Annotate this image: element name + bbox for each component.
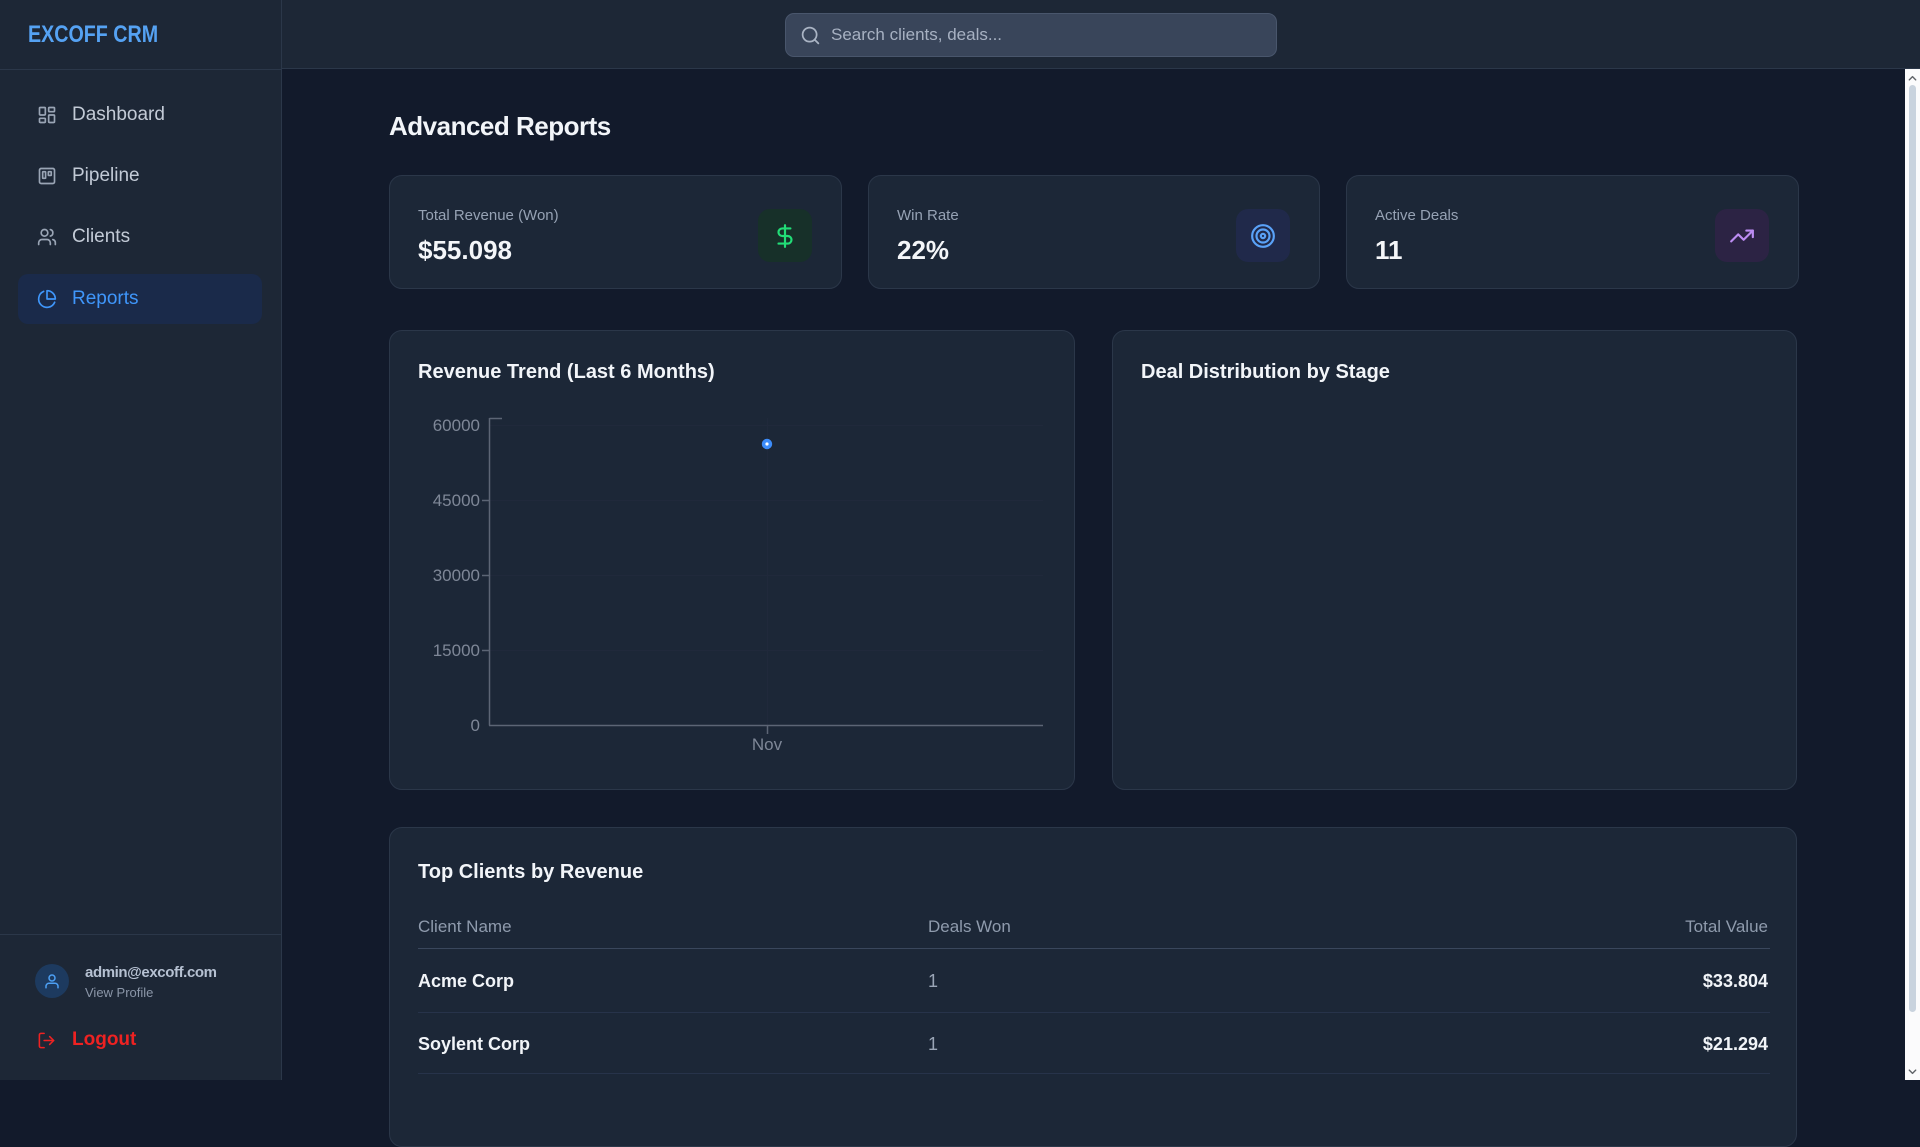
svg-text:45000: 45000 (433, 491, 480, 510)
svg-text:0: 0 (471, 716, 480, 735)
svg-text:60000: 60000 (433, 416, 480, 435)
svg-text:15000: 15000 (433, 641, 480, 660)
svg-text:Nov: Nov (752, 735, 783, 754)
svg-text:30000: 30000 (433, 566, 480, 585)
